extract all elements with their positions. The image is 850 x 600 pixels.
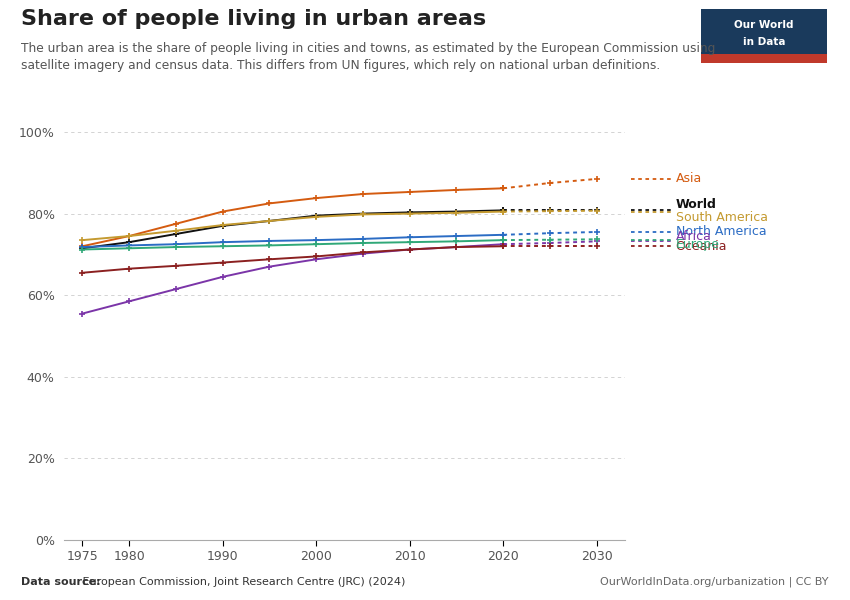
Text: OurWorldInData.org/urbanization | CC BY: OurWorldInData.org/urbanization | CC BY [600, 576, 829, 587]
Text: World: World [676, 198, 717, 211]
Text: The urban area is the share of people living in cities and towns, as estimated b: The urban area is the share of people li… [21, 42, 716, 73]
Text: Asia: Asia [676, 172, 702, 185]
Text: South America: South America [676, 211, 768, 224]
Text: Share of people living in urban areas: Share of people living in urban areas [21, 9, 486, 29]
Text: Africa: Africa [676, 230, 711, 243]
FancyBboxPatch shape [701, 9, 827, 63]
Text: Data source:: Data source: [21, 577, 101, 587]
Text: Europe: Europe [676, 238, 720, 251]
Text: Our World: Our World [734, 20, 794, 30]
FancyBboxPatch shape [701, 55, 827, 63]
Text: Oceania: Oceania [676, 240, 728, 253]
Text: European Commission, Joint Research Centre (JRC) (2024): European Commission, Joint Research Cent… [79, 577, 405, 587]
Text: North America: North America [676, 226, 767, 238]
Text: in Data: in Data [743, 37, 785, 47]
